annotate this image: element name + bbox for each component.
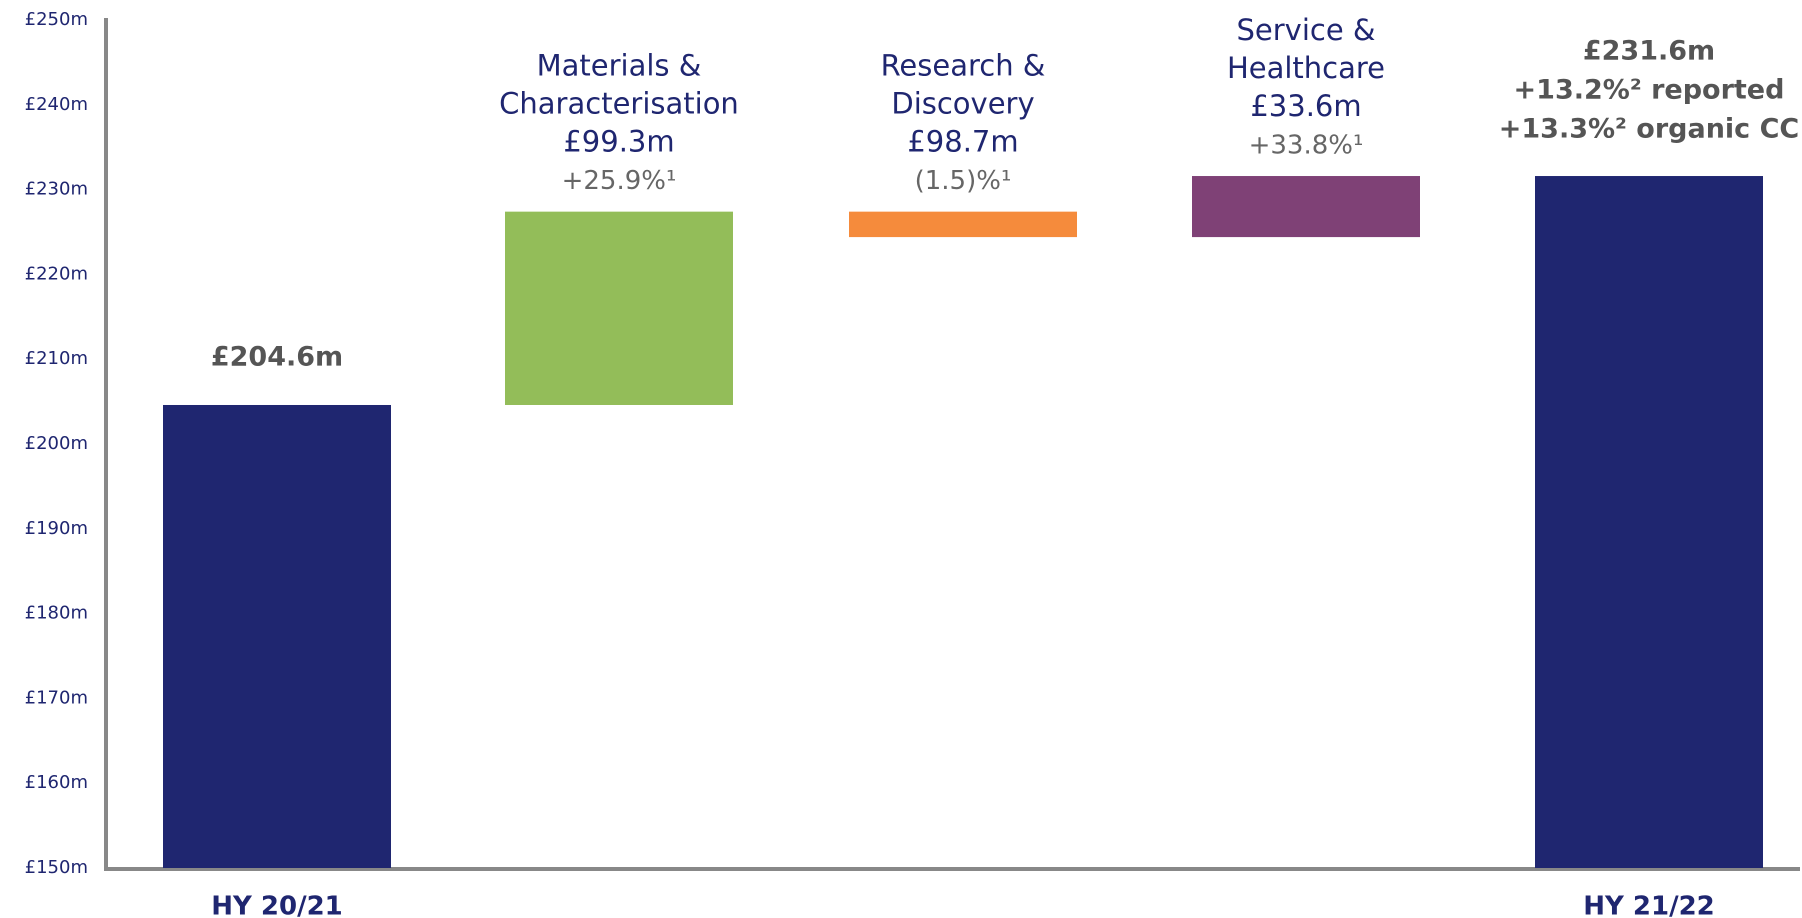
annotation: Discovery (891, 87, 1034, 121)
bar (1535, 176, 1763, 869)
annotation: +33.8%¹ (1249, 131, 1364, 161)
y-tick-label: £190m (25, 518, 88, 539)
annotation: +13.2%² reported (1514, 75, 1785, 106)
y-tick-label: £250m (25, 9, 88, 30)
annotation: £99.3m (563, 125, 674, 159)
annotation: Research & (881, 49, 1046, 83)
annotation: (1.5)%¹ (915, 166, 1012, 196)
y-tick-label: £210m (25, 348, 88, 369)
y-tick-label: £220m (25, 263, 88, 284)
x-tick-label: HY 21/22 (1583, 892, 1715, 918)
annotation: Healthcare (1227, 51, 1385, 85)
bar (849, 211, 1077, 238)
bar (163, 404, 391, 868)
annotation: £204.6m (211, 341, 343, 372)
y-tick-label: £160m (25, 772, 88, 793)
y-tick-label: £240m (25, 94, 88, 115)
annotation: £98.7m (907, 125, 1018, 159)
y-tick-label: £170m (25, 687, 88, 708)
y-tick-label: £180m (25, 603, 88, 624)
annotation: +13.3%² organic CC (1499, 114, 1799, 145)
annotation: Characterisation (499, 87, 739, 121)
annotation: £231.6m (1583, 36, 1715, 67)
annotation: £33.6m (1250, 89, 1361, 123)
annotation: Materials & (537, 49, 702, 83)
y-tick-label: £200m (25, 433, 88, 454)
y-tick-label: £230m (25, 179, 88, 200)
y-tick-label: £150m (25, 857, 88, 878)
bar (505, 211, 733, 405)
annotation: +25.9%¹ (562, 166, 677, 196)
bar (1192, 176, 1420, 238)
x-tick-label: HY 20/21 (211, 892, 343, 918)
annotation: Service & (1236, 13, 1375, 47)
